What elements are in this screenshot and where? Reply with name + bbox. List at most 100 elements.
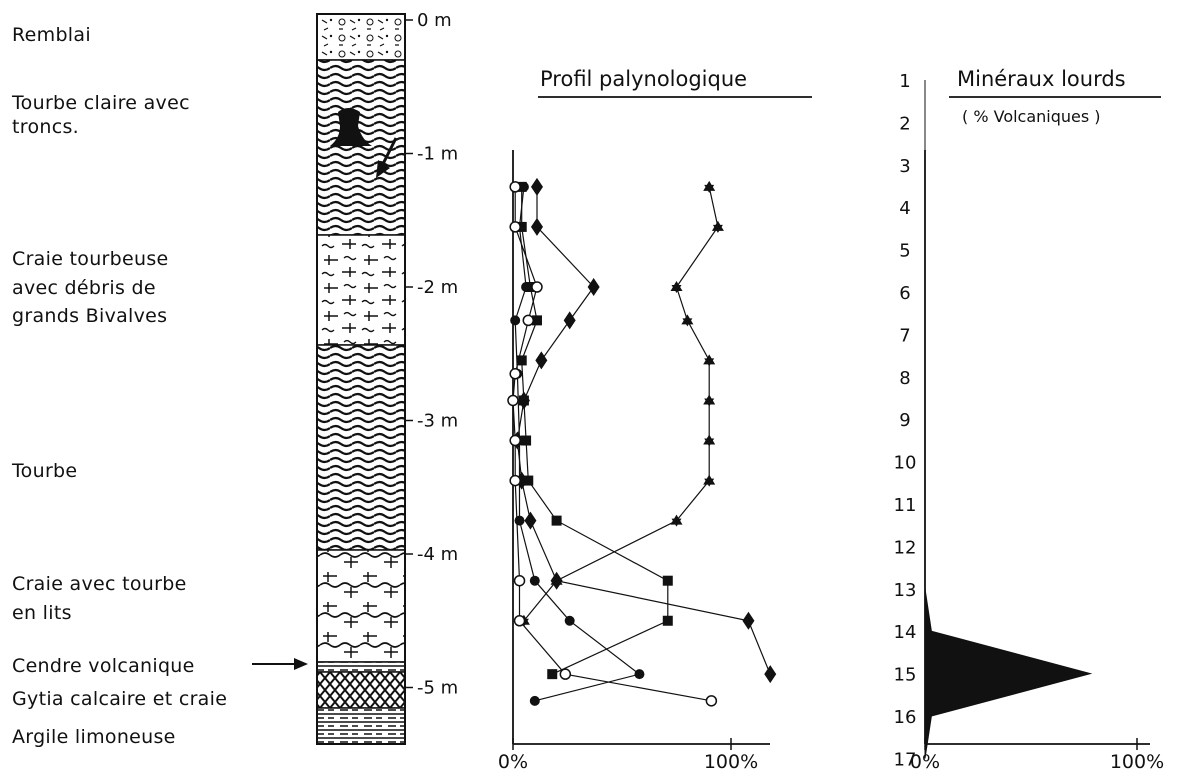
pollen-point-circle-open bbox=[509, 434, 521, 447]
unit-label-gytia: Gytia calcaire et craie bbox=[12, 688, 228, 710]
pollen-point-square bbox=[547, 669, 558, 680]
pollen-point-star bbox=[670, 281, 683, 293]
sample-number: 2 bbox=[899, 113, 910, 134]
sample-number: 1 bbox=[899, 71, 910, 92]
pollen-profile-chart: Profil palynologique 0% 100% bbox=[498, 67, 812, 773]
pollen-point-star bbox=[703, 354, 716, 367]
sample-number: 16 bbox=[894, 707, 917, 728]
pollen-point-circle-filled bbox=[518, 181, 529, 192]
pollen-point-diamond bbox=[530, 217, 543, 236]
depth-label: -2 m bbox=[417, 277, 458, 298]
sample-number: 5 bbox=[899, 241, 910, 262]
pollen-point-circle-open bbox=[705, 695, 718, 707]
sample-number: 15 bbox=[894, 665, 917, 686]
unit-label-fill: Remblai bbox=[12, 24, 91, 46]
unit-label-peat: Tourbe bbox=[12, 460, 78, 482]
pollen-point-diamond bbox=[530, 177, 543, 196]
volcanic-percentage-area bbox=[924, 80, 1093, 759]
pollen-point-circle-open bbox=[531, 281, 543, 293]
minerals-x-tick-label: 100% bbox=[1110, 751, 1164, 772]
pollen-point-circle-filled bbox=[529, 575, 540, 586]
layer-silty-clay bbox=[316, 707, 406, 745]
minerals-title: Minéraux lourds bbox=[957, 67, 1126, 91]
pollen-x-tick-label: 0% bbox=[498, 751, 528, 772]
pollen-point-circle-filled bbox=[634, 669, 645, 680]
pollen-point-diamond bbox=[524, 511, 537, 530]
minerals-subtitle: ( % Volcaniques ) bbox=[962, 107, 1101, 126]
pollen-point-circle-open bbox=[513, 574, 526, 587]
sample-number: 4 bbox=[899, 198, 910, 219]
pollen-series-line-square bbox=[521, 186, 669, 675]
unit-label-peaty-chalk: Craie tourbeuse avec débris de grands Biva… bbox=[12, 248, 169, 327]
pollen-point-square bbox=[531, 315, 542, 326]
pollen-point-star bbox=[711, 220, 724, 233]
layer-peaty-chalk bbox=[316, 234, 406, 346]
pollen-point-diamond bbox=[764, 665, 777, 684]
sample-number: 11 bbox=[894, 495, 917, 516]
sample-number: 17 bbox=[894, 749, 917, 770]
pollen-series-line-diamond bbox=[516, 186, 771, 675]
layer-fill bbox=[316, 13, 406, 61]
pollen-point-diamond bbox=[535, 351, 548, 370]
pollen-point-square bbox=[551, 515, 562, 526]
pollen-point-circle-filled bbox=[514, 515, 525, 526]
pollen-point-star bbox=[703, 180, 716, 193]
pollen-point-circle-open bbox=[509, 181, 521, 193]
sample-number: 13 bbox=[894, 580, 917, 601]
pollen-point-square bbox=[662, 615, 673, 626]
minerals-x-tick-label: 0% bbox=[910, 751, 940, 772]
pollen-point-square bbox=[518, 395, 529, 406]
pollen-point-diamond bbox=[587, 278, 600, 296]
sample-number: 10 bbox=[894, 453, 917, 474]
sample-number: 3 bbox=[899, 156, 910, 177]
pollen-point-star bbox=[703, 394, 716, 407]
pollen-point-star bbox=[670, 514, 683, 527]
sample-number: 14 bbox=[894, 622, 917, 643]
layer-gytia bbox=[316, 671, 406, 709]
depth-label: -3 m bbox=[417, 411, 458, 432]
sample-number: 9 bbox=[899, 410, 910, 431]
unit-label-silty-clay: Argile limoneuse bbox=[12, 726, 176, 748]
pollen-point-circle-open bbox=[513, 615, 526, 627]
pollen-point-diamond bbox=[742, 611, 755, 630]
pollen-point-circle-filled bbox=[521, 282, 532, 292]
pollen-point-circle-open bbox=[559, 668, 572, 680]
unit-label-light-peat: Tourbe claire avec troncs. bbox=[12, 92, 190, 138]
ash-arrow-head bbox=[294, 658, 308, 670]
trunk-arrow-line bbox=[380, 137, 398, 167]
pollen-point-circle-open bbox=[509, 221, 521, 233]
sample-number: 12 bbox=[894, 537, 917, 558]
pollen-title: Profil palynologique bbox=[540, 67, 747, 91]
layer-peat bbox=[316, 344, 406, 551]
tree-trunk-icon bbox=[330, 108, 372, 146]
pollen-point-diamond bbox=[550, 571, 563, 590]
depth-label: 0 m bbox=[417, 10, 452, 31]
pollen-point-circle-filled bbox=[529, 695, 540, 706]
depth-label: -1 m bbox=[417, 144, 458, 165]
pollen-point-square bbox=[516, 355, 527, 366]
pollen-point-star bbox=[703, 434, 716, 447]
stratigraphic-column: 0 m -1 m -2 m -3 m -4 m -5 m bbox=[252, 10, 458, 745]
pollen-point-square bbox=[521, 435, 532, 446]
pollen-point-circle-open bbox=[509, 474, 521, 487]
heavy-minerals-chart: Minéraux lourds( % Volcaniques )12345678… bbox=[894, 67, 1165, 773]
depth-label: -4 m bbox=[417, 544, 458, 565]
pollen-point-circle-filled bbox=[510, 315, 521, 326]
sample-number: 8 bbox=[899, 368, 910, 389]
sample-number: 7 bbox=[899, 325, 910, 346]
sample-number: 6 bbox=[899, 283, 910, 304]
pollen-point-diamond bbox=[563, 311, 576, 330]
pollen-x-tick-label: 100% bbox=[704, 751, 758, 772]
layer-volcanic-ash bbox=[316, 661, 406, 673]
column-outline bbox=[316, 13, 406, 745]
pollen-point-circle-filled bbox=[564, 615, 575, 626]
unit-label-chalk-with-peat: Craie avec tourbe en lits bbox=[12, 573, 187, 624]
pollen-point-star bbox=[681, 314, 694, 327]
pollen-point-circle-open bbox=[507, 394, 519, 407]
pollen-point-square bbox=[523, 475, 534, 486]
pollen-point-square bbox=[662, 575, 673, 586]
layer-chalk-with-peat bbox=[316, 549, 406, 663]
depth-label: -5 m bbox=[417, 678, 458, 699]
pollen-series-line-circle-open bbox=[512, 186, 712, 702]
